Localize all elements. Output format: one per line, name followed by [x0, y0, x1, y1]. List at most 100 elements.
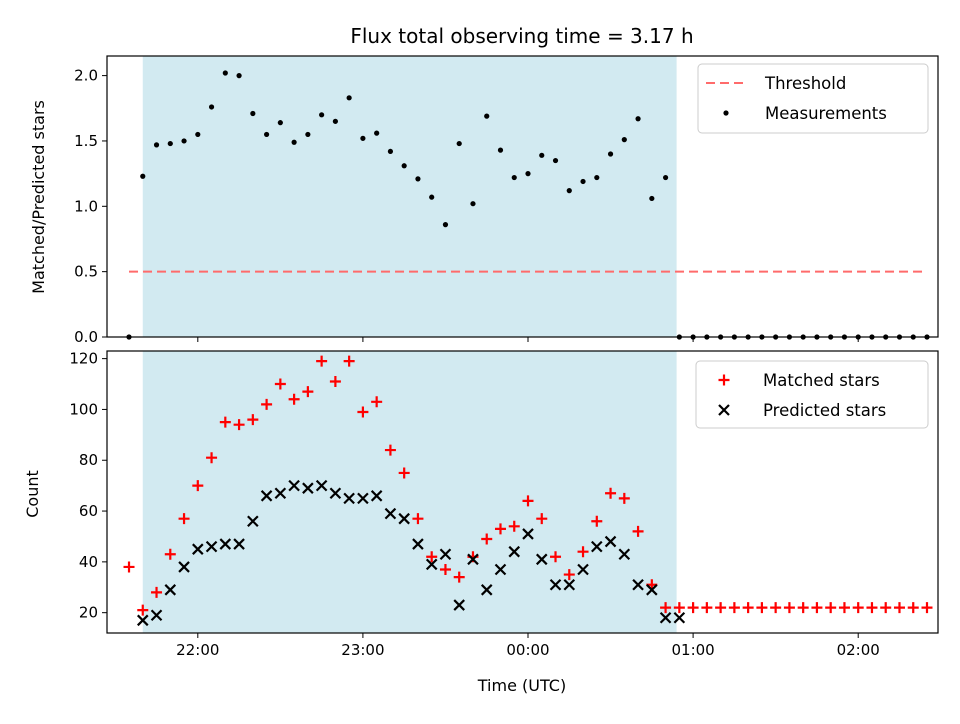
predicted-star-point [164, 584, 177, 596]
measurement-point [291, 139, 297, 145]
measurement-point [415, 176, 421, 182]
predicted-star-point [384, 507, 397, 520]
matched-star-point [247, 414, 259, 426]
matched-star-point [605, 487, 617, 499]
x-tick-label: 00:00 [506, 641, 549, 659]
y-tick-label: 100 [69, 400, 98, 418]
measurement-point [525, 171, 531, 177]
measurement-point [374, 130, 380, 136]
matched-star-point [825, 602, 837, 614]
legend-label: Threshold [764, 74, 846, 93]
y-tick-label: 0.5 [74, 263, 98, 281]
bottom-series-layer [123, 355, 933, 627]
legend-measurement-marker [723, 110, 729, 116]
matched-star-point [233, 419, 245, 431]
matched-star-point [921, 602, 933, 614]
top-panel: 0.00.51.01.52.0 Matched/Predicted stars … [29, 55, 939, 346]
measurement-point [649, 195, 655, 202]
legend-label: Predicted stars [763, 401, 886, 420]
predicted-star-point [398, 512, 410, 525]
predicted-star-point [288, 479, 300, 492]
measurement-point [387, 148, 394, 155]
matched-star-point [481, 533, 493, 545]
measurement-point [662, 174, 669, 181]
y-tick-label: 40 [79, 553, 98, 571]
predicted-star-point [563, 578, 576, 591]
matched-star-point [536, 513, 548, 525]
top-y-axis-label: Matched/Predicted stars [29, 100, 48, 294]
matched-star-point [453, 571, 465, 583]
predicted-star-point [549, 578, 562, 591]
measurement-point [552, 157, 559, 164]
matched-star-point [151, 586, 163, 598]
measurement-point [594, 174, 600, 181]
matched-star-point [274, 378, 286, 390]
predicted-star-point [370, 490, 383, 502]
legend-matched-marker [718, 374, 730, 386]
top-legend: Threshold Measurements [697, 63, 929, 134]
predicted-star-point [439, 548, 452, 561]
predicted-star-point [315, 479, 328, 492]
measurement-point [346, 95, 352, 101]
matched-star-point [770, 602, 782, 614]
measurement-point [580, 178, 586, 185]
predicted-star-point [480, 584, 493, 596]
y-tick-label: 120 [69, 350, 98, 368]
predicted-star-point [260, 490, 273, 502]
predicted-star-point [646, 584, 658, 596]
legend-box [697, 63, 929, 134]
matched-star-point [522, 495, 534, 507]
measurement-point [635, 116, 641, 122]
measurement-point [208, 104, 215, 110]
measurement-point [442, 222, 449, 228]
predicted-star-point [467, 553, 479, 566]
measurement-point [181, 138, 187, 144]
matched-star-point [563, 569, 575, 581]
matched-star-point [715, 602, 727, 614]
matched-star-point [811, 602, 823, 614]
measurement-point [456, 140, 462, 147]
y-tick-label: 20 [79, 604, 98, 622]
matched-star-point [302, 386, 314, 398]
predicted-star-point [302, 482, 314, 494]
y-tick-label: 60 [79, 502, 98, 520]
measurement-point [539, 152, 545, 158]
measurement-point [250, 110, 256, 117]
matched-star-point [508, 520, 520, 532]
predicted-star-point [673, 611, 686, 624]
measurement-point [153, 142, 160, 148]
top-series-layer [126, 70, 930, 340]
measurement-point [263, 131, 270, 138]
predicted-star-point [508, 545, 521, 558]
measurement-point [484, 113, 490, 119]
predicted-star-point [192, 543, 204, 555]
bottom-plot-frame [106, 350, 939, 634]
predicted-star-point [425, 558, 438, 571]
matched-star-point [756, 602, 768, 614]
matched-star-point [343, 355, 355, 367]
predicted-star-point [219, 538, 232, 550]
bottom-legend: Matched stars Predicted stars [695, 360, 929, 429]
matched-star-point [206, 452, 218, 464]
measurement-point [511, 174, 517, 181]
matched-star-point [687, 602, 699, 614]
predicted-star-point [178, 561, 190, 573]
matched-star-point [742, 602, 754, 614]
measurement-point [140, 173, 146, 179]
legend-predicted-marker [718, 404, 730, 416]
measurement-point [277, 120, 283, 126]
measurement-point [332, 118, 338, 124]
matched-star-point [893, 602, 905, 614]
measurement-point [195, 131, 201, 138]
matched-star-point [866, 602, 878, 614]
measurement-point [167, 140, 173, 147]
matched-star-point [618, 492, 630, 504]
predicted-star-point [453, 599, 465, 611]
predicted-star-point [247, 515, 259, 527]
predicted-star-point [618, 548, 631, 561]
y-tick-label: 0.0 [74, 328, 98, 346]
predicted-star-point [522, 528, 534, 540]
matched-star-point [371, 396, 383, 408]
bottom-axes: 22:00 23:00 00:00 01:00 02:00 20 40 60 80 100 120 [69, 350, 879, 659]
